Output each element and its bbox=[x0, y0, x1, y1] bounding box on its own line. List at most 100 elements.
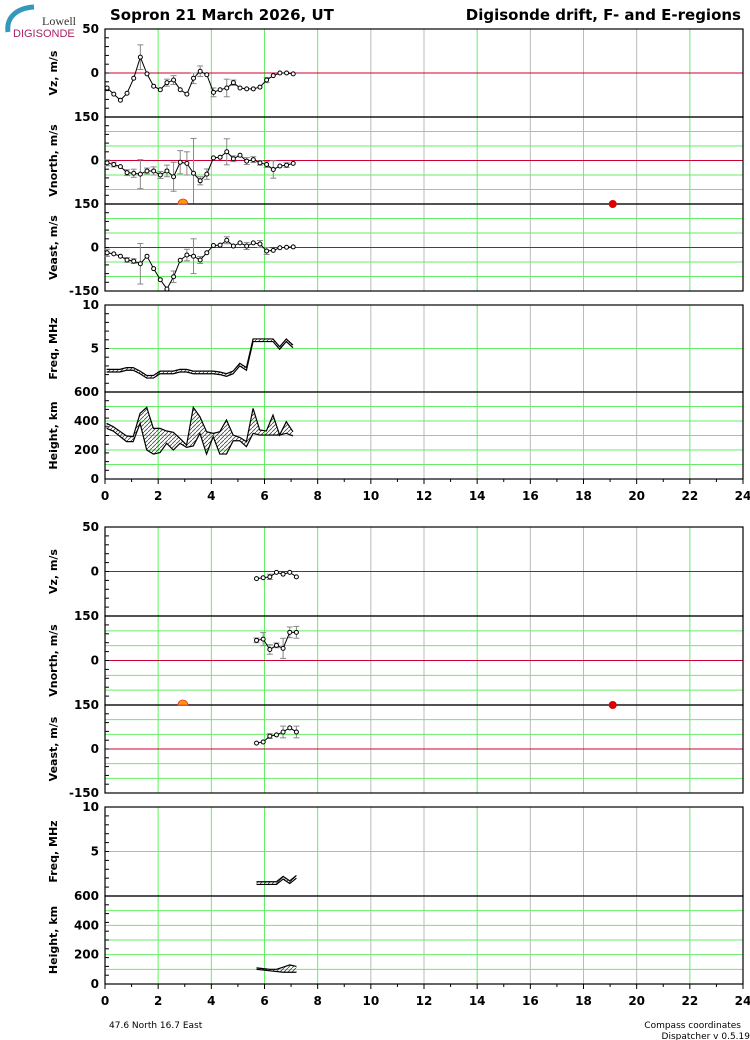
data-point bbox=[164, 168, 170, 174]
x-tick-label: 16 bbox=[522, 994, 539, 1008]
panel-freq: 10 5 Freq, MHz bbox=[47, 800, 744, 897]
y-tick-label: 200 bbox=[74, 948, 99, 962]
y-tick-label: 150 bbox=[74, 609, 99, 623]
data-point bbox=[111, 162, 117, 168]
band-upper-line bbox=[106, 338, 294, 377]
sunrise-icon bbox=[177, 198, 189, 205]
y-axis-label: Vz, m/s bbox=[47, 549, 60, 594]
band-fill bbox=[256, 964, 297, 973]
x-tick-label: 0 bbox=[101, 489, 109, 503]
data-point bbox=[117, 97, 123, 103]
band-upper-line bbox=[256, 875, 297, 883]
data-point bbox=[267, 574, 273, 580]
band-upper-line bbox=[106, 405, 294, 447]
data-point bbox=[270, 166, 276, 172]
data-point bbox=[164, 80, 170, 86]
data-point bbox=[111, 91, 117, 97]
panel-veast: 150 0 -150 Veast, m/s bbox=[47, 197, 744, 298]
data-point bbox=[137, 261, 143, 267]
data-point bbox=[277, 163, 283, 169]
data-point bbox=[284, 244, 290, 250]
y-tick-label: 0 bbox=[91, 154, 99, 168]
y-tick-label: 0 bbox=[91, 654, 99, 668]
data-point bbox=[151, 83, 157, 89]
data-point bbox=[217, 154, 223, 160]
y-tick-label: 50 bbox=[82, 520, 99, 534]
sunrise-icon bbox=[177, 699, 189, 706]
data-point bbox=[171, 274, 177, 280]
logo-digisonde: DIGISONDE bbox=[13, 28, 75, 40]
data-point bbox=[244, 86, 250, 92]
y-tick-label: 400 bbox=[74, 918, 99, 932]
sunset-marker bbox=[608, 701, 617, 709]
panel-vz: 50 0 Vz, m/s bbox=[47, 520, 744, 617]
panel-height: 600 400 200 0 Height, km bbox=[47, 889, 744, 991]
y-tick-label: 50 bbox=[82, 22, 99, 36]
y-axis-label: Vnorth, m/s bbox=[47, 624, 60, 697]
data-point bbox=[273, 569, 279, 575]
x-tick-label: 8 bbox=[313, 994, 321, 1008]
y-tick-label: 10 bbox=[82, 800, 99, 814]
band-upper-line bbox=[256, 964, 297, 970]
x-tick-label: 6 bbox=[260, 994, 268, 1008]
x-tick-label: 16 bbox=[522, 489, 539, 503]
data-point bbox=[244, 243, 250, 249]
data-point bbox=[124, 257, 130, 263]
x-tick-label: 22 bbox=[681, 994, 698, 1008]
data-point bbox=[210, 242, 216, 248]
logo-lowell: Lowell bbox=[42, 14, 77, 28]
data-point bbox=[254, 576, 260, 582]
data-point bbox=[267, 647, 273, 653]
chart-title-left: Sopron 21 March 2026, UT bbox=[110, 6, 335, 24]
data-point bbox=[260, 636, 266, 642]
data-point bbox=[164, 286, 170, 292]
data-point bbox=[280, 645, 286, 651]
x-tick-label: 0 bbox=[101, 994, 109, 1008]
y-tick-label: 5 bbox=[91, 342, 99, 356]
data-point bbox=[191, 253, 197, 259]
data-point bbox=[204, 171, 210, 177]
data-point bbox=[157, 87, 163, 93]
x-tick-label: 18 bbox=[575, 489, 592, 503]
data-point bbox=[284, 70, 290, 76]
data-point bbox=[171, 174, 177, 180]
data-point bbox=[264, 162, 270, 168]
data-point bbox=[191, 75, 197, 81]
x-tick-label: 2 bbox=[154, 994, 162, 1008]
data-point bbox=[177, 87, 183, 93]
version-label: Dispatcher v 0.5.19 bbox=[662, 1032, 750, 1040]
data-point bbox=[151, 168, 157, 174]
logo-arc bbox=[5, 4, 35, 33]
station-coordinates: 47.6 North 16.7 East bbox=[109, 1021, 203, 1031]
data-point bbox=[290, 160, 296, 166]
y-tick-label: 400 bbox=[74, 414, 99, 428]
panel-vnorth: 150 0 Vnorth, m/s bbox=[47, 609, 744, 706]
data-point bbox=[264, 248, 270, 254]
data-point bbox=[277, 245, 283, 251]
x-tick-label: 6 bbox=[260, 489, 268, 503]
data-point bbox=[157, 277, 163, 283]
y-axis-label: Freq, MHz bbox=[47, 317, 60, 379]
data-point bbox=[270, 73, 276, 79]
data-point bbox=[237, 152, 243, 158]
x-tick-label: 20 bbox=[628, 489, 645, 503]
data-point bbox=[230, 80, 236, 86]
y-tick-label: 600 bbox=[74, 385, 99, 399]
data-point bbox=[104, 85, 110, 91]
x-tick-label: 8 bbox=[313, 489, 321, 503]
x-tick-label: 24 bbox=[735, 994, 750, 1008]
data-point bbox=[250, 86, 256, 92]
data-point bbox=[204, 72, 210, 78]
x-tick-label: 2 bbox=[154, 489, 162, 503]
data-point bbox=[177, 257, 183, 263]
x-tick-label: 24 bbox=[735, 489, 750, 503]
data-point bbox=[287, 569, 293, 575]
data-point bbox=[237, 85, 243, 91]
panel-vz: 50 0 Vz, m/s bbox=[47, 22, 744, 118]
data-point bbox=[284, 162, 290, 168]
y-axis-label: Vnorth, m/s bbox=[47, 124, 60, 197]
sunset-marker bbox=[608, 200, 617, 208]
data-point bbox=[117, 253, 123, 259]
data-point bbox=[131, 258, 137, 264]
